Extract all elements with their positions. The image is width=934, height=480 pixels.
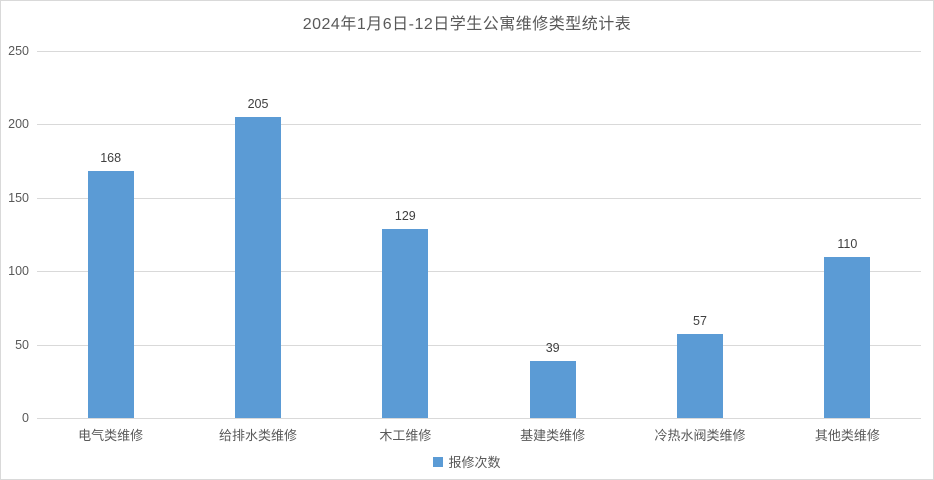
bar-value-label: 110	[837, 237, 858, 251]
x-category-label: 其他类维修	[814, 428, 880, 443]
bar	[88, 171, 134, 418]
y-tick-label: 0	[22, 411, 29, 425]
gridline	[37, 345, 921, 346]
gridline	[37, 51, 921, 52]
gridline	[37, 271, 921, 272]
y-tick-label: 150	[8, 191, 29, 205]
x-category-label: 电气类维修	[78, 428, 144, 443]
y-tick-label: 200	[8, 117, 29, 131]
x-category-label: 木工维修	[379, 428, 432, 443]
bar-value-label: 57	[693, 314, 707, 328]
bar	[235, 117, 281, 418]
bar-value-label: 168	[100, 151, 122, 165]
bar	[824, 257, 870, 418]
legend-label: 报修次数	[448, 455, 501, 470]
x-category-label: 冷热水阀类维修	[654, 428, 746, 443]
bar-value-label: 205	[247, 97, 269, 111]
gridline	[37, 418, 921, 419]
y-tick-label: 100	[8, 264, 29, 278]
y-tick-label: 50	[15, 338, 29, 352]
bar	[677, 334, 723, 418]
bar-value-label: 129	[394, 209, 416, 223]
bar-value-label: 39	[545, 341, 560, 355]
legend-marker-icon	[433, 456, 444, 467]
chart-title: 2024年1月6日-12日学生公寓维修类型统计表	[302, 16, 632, 33]
gridline	[37, 124, 921, 125]
legend: 报修次数	[1, 452, 933, 471]
x-category-label: 给排水类维修	[218, 428, 298, 443]
gridline	[37, 198, 921, 199]
y-tick-label: 250	[8, 44, 29, 58]
bar	[382, 229, 428, 418]
x-category-label: 基建类维修	[520, 428, 586, 443]
bar	[530, 361, 576, 418]
